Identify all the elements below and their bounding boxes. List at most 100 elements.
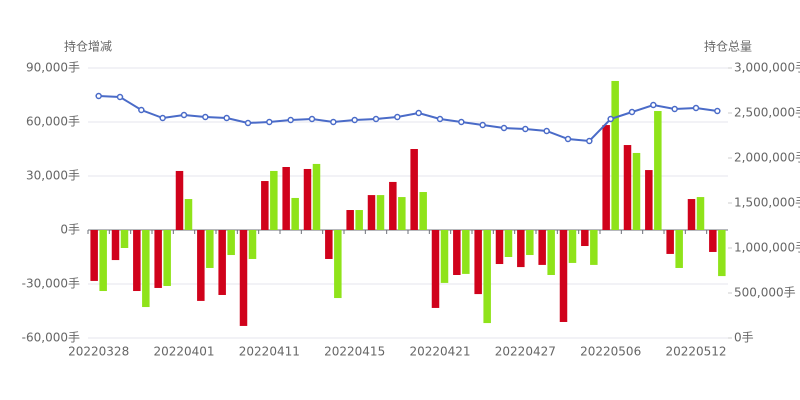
bar	[334, 230, 342, 299]
bar	[431, 230, 440, 308]
bar	[675, 230, 683, 268]
y-tick-label: 0手	[60, 223, 80, 237]
bar	[462, 230, 470, 274]
point	[714, 107, 721, 115]
point	[479, 121, 486, 129]
bar	[632, 152, 641, 230]
bar	[120, 230, 129, 248]
bar	[175, 170, 184, 230]
point	[244, 119, 252, 127]
bar	[611, 80, 619, 231]
y2-tick-label: 2,000,000手	[734, 151, 800, 165]
point	[522, 125, 529, 133]
x-tick-label: 20220328	[68, 345, 129, 359]
bar	[495, 230, 504, 265]
bar	[474, 230, 482, 295]
point	[415, 109, 422, 117]
bar	[133, 230, 141, 292]
y-tick-label: 60,000手	[26, 115, 80, 129]
bar	[154, 230, 162, 288]
bar	[282, 167, 290, 230]
bar	[568, 230, 577, 263]
y-axis-title: 持仓增减	[64, 39, 112, 54]
bar	[312, 163, 321, 230]
point	[586, 137, 593, 145]
y2-tick-label: 1,000,000手	[734, 241, 800, 255]
bar	[367, 195, 376, 230]
y-tick-label: -60,000手	[22, 331, 80, 345]
bar	[303, 168, 312, 230]
point	[458, 118, 465, 126]
bar	[227, 230, 235, 256]
bar	[666, 230, 674, 254]
bar	[483, 230, 491, 324]
bar	[526, 230, 534, 256]
point	[159, 114, 166, 122]
bar	[440, 230, 449, 283]
point	[372, 115, 380, 123]
y2-tick-label: 2,500,000手	[734, 106, 800, 120]
y2-tick-label: 1,500,000手	[734, 196, 800, 210]
bar	[184, 199, 193, 230]
point	[543, 127, 550, 135]
bar	[163, 230, 171, 286]
bar	[270, 170, 278, 230]
bar	[410, 149, 418, 230]
bar	[419, 192, 427, 230]
line	[98, 95, 718, 143]
x-tick-label: 20220411	[239, 345, 300, 359]
point	[202, 113, 209, 121]
x-tick-label: 20220415	[324, 345, 385, 359]
bar	[376, 195, 385, 230]
bar	[206, 230, 214, 268]
point	[223, 114, 230, 122]
bar	[99, 230, 107, 292]
bar	[559, 230, 568, 322]
bar	[453, 230, 461, 275]
bar	[547, 230, 555, 275]
bar	[623, 145, 632, 230]
y-tick-label: 90,000手	[26, 61, 80, 75]
point	[116, 93, 124, 101]
bar	[602, 125, 610, 230]
bar	[718, 230, 726, 277]
point	[308, 115, 316, 123]
bar	[696, 197, 705, 230]
bar	[239, 230, 248, 326]
point	[692, 104, 700, 112]
bar	[398, 197, 406, 230]
point	[138, 106, 145, 114]
bar	[590, 230, 598, 265]
bar	[504, 230, 513, 257]
point	[95, 92, 102, 100]
point	[287, 116, 294, 124]
bar	[654, 111, 662, 230]
y2-axis-title: 持仓总量	[704, 39, 752, 54]
point	[607, 115, 614, 123]
bar	[111, 230, 120, 261]
x-tick-label: 20220401	[153, 345, 214, 359]
point	[500, 124, 508, 132]
y2-tick-label: 500,000手	[734, 286, 796, 300]
bar	[687, 199, 696, 230]
bar	[197, 230, 205, 301]
bar	[709, 230, 717, 252]
x-tick-label: 20220421	[409, 345, 470, 359]
point	[671, 105, 678, 113]
y2-tick-label: 3,000,000手	[734, 61, 800, 75]
bar	[389, 181, 397, 230]
point	[330, 118, 337, 126]
x-tick-label: 20220512	[665, 345, 726, 359]
bar	[346, 210, 354, 230]
bar	[90, 230, 98, 281]
bar	[355, 210, 363, 230]
bar	[538, 230, 546, 265]
point	[394, 113, 401, 121]
point	[650, 101, 657, 109]
bar	[291, 197, 299, 230]
bar	[325, 230, 333, 259]
x-tick-label: 20220427	[495, 345, 556, 359]
x-tick-label: 20220506	[580, 345, 641, 359]
point	[436, 115, 444, 123]
